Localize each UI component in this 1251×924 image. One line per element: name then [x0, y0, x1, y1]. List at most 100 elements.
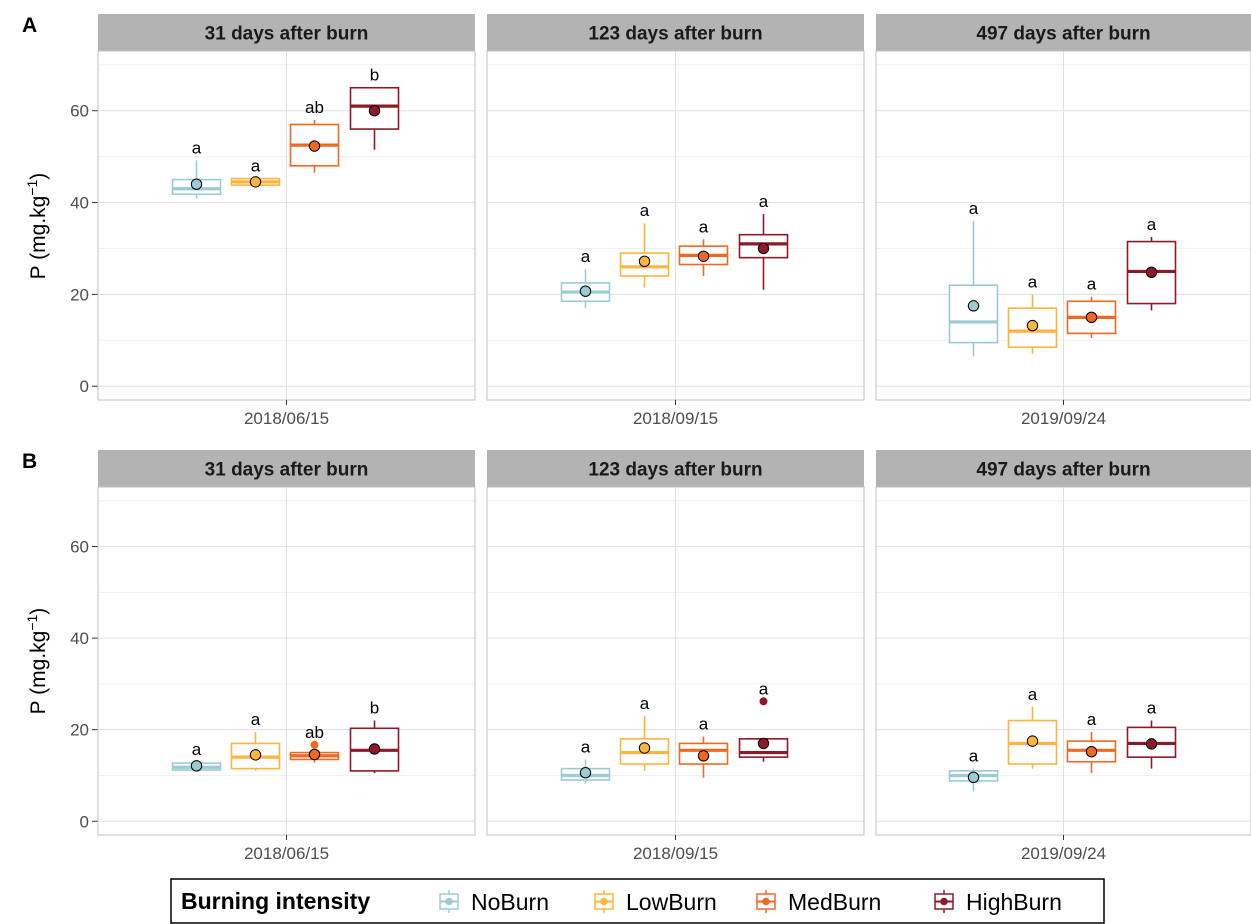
y-tick-label: 20 [70, 285, 89, 304]
mean-point [1145, 266, 1158, 279]
legend-key-noburn: NoBurn [439, 889, 549, 915]
x-tick-label: 2019/09/24 [1021, 844, 1106, 863]
box-highburn: a [738, 192, 789, 290]
legend-label: NoBurn [471, 889, 549, 915]
box-noburn: a [171, 740, 222, 772]
facet-title: 497 days after burn [976, 24, 1150, 45]
facet-strip [876, 450, 1251, 487]
panel-tag: A [22, 14, 37, 37]
mean-point [1145, 738, 1158, 750]
mean-point [757, 737, 770, 750]
box-iqr [948, 284, 999, 344]
x-tick-label: 2018/06/15 [244, 409, 329, 428]
y-tick-label: 60 [70, 102, 89, 121]
mean-point [368, 743, 381, 755]
significance-letter: b [370, 66, 379, 85]
legend-key-medburn: MedBurn [756, 889, 881, 915]
mean-point [190, 760, 203, 772]
box-noburn: a [948, 199, 999, 357]
outlier-point [310, 740, 319, 749]
significance-letter: a [581, 247, 591, 266]
panel-tag: B [22, 450, 37, 473]
legend-key-point [762, 897, 770, 906]
mean-point [638, 742, 651, 754]
mean-point [249, 749, 262, 761]
significance-letter: a [1087, 710, 1097, 729]
mean-point [1085, 311, 1098, 324]
y-axis-label: P (mg.kg−1) [24, 608, 50, 715]
box-lowburn: a [1007, 272, 1058, 355]
box-noburn: a [560, 737, 611, 784]
significance-letter: a [1087, 275, 1097, 294]
mean-point [308, 748, 321, 761]
mean-point [579, 285, 592, 297]
box-medburn: a [1066, 710, 1117, 774]
significance-letter: a [1028, 272, 1038, 291]
mean-point [757, 242, 770, 255]
x-tick-label: 2018/06/15 [244, 844, 329, 863]
y-tick-label: 40 [70, 629, 89, 648]
mean-point [368, 104, 381, 117]
facet-strip [487, 450, 864, 487]
significance-letter: a [581, 737, 591, 756]
legend: Burning intensity NoBurn LowBurn MedBurn Hig… [170, 878, 1105, 924]
significance-letter: a [759, 679, 769, 698]
significance-letter: a [699, 217, 709, 236]
x-tick-label: 2018/09/15 [633, 844, 718, 863]
legend-key-highburn: HighBurn [934, 889, 1062, 915]
facet-title: 123 days after burn [588, 24, 762, 45]
mean-point [967, 771, 980, 784]
box-iqr [349, 86, 400, 130]
box-medburn: a [1066, 275, 1117, 339]
x-tick-label: 2019/09/24 [1021, 409, 1106, 428]
box-highburn: a [1126, 699, 1177, 769]
facet-title: 31 days after burn [205, 460, 369, 481]
y-tick-label: 40 [70, 194, 89, 213]
mean-point [249, 176, 262, 188]
significance-letter: a [192, 740, 202, 759]
legend-label: HighBurn [966, 889, 1062, 915]
mean-point [697, 250, 710, 262]
legend-label: LowBurn [626, 889, 717, 915]
significance-letter: a [251, 157, 261, 176]
y-tick-label: 60 [70, 538, 89, 557]
box-highburn: a [1126, 215, 1177, 311]
facet-title: 123 days after burn [588, 460, 762, 481]
box-highburn: a [738, 679, 789, 762]
x-tick-label: 2018/09/15 [633, 409, 718, 428]
mean-point [190, 178, 203, 190]
significance-letter: a [699, 715, 709, 734]
box-lowburn: a [1007, 685, 1058, 769]
mean-point [308, 140, 321, 152]
facet-strip [876, 14, 1251, 51]
legend-label: MedBurn [788, 889, 881, 915]
legend-key-point [445, 897, 453, 906]
box-lowburn: a [230, 157, 281, 188]
significance-letter: a [640, 201, 650, 220]
box-lowburn: a [230, 710, 281, 771]
mean-point [1026, 319, 1039, 332]
legend-key-point [600, 897, 608, 906]
box-medburn: ab [289, 98, 340, 173]
significance-letter: ab [305, 723, 324, 742]
facet-strip [487, 14, 864, 51]
legend-key-point [940, 897, 948, 906]
significance-letter: a [969, 747, 979, 766]
significance-letter: a [969, 199, 979, 218]
outlier-point [759, 697, 768, 706]
mean-point [638, 255, 651, 268]
significance-letter: a [1147, 215, 1157, 234]
significance-letter: a [1147, 699, 1157, 718]
mean-point [1026, 735, 1039, 747]
box-noburn: a [948, 747, 999, 792]
mean-point [579, 767, 592, 779]
y-tick-label: 20 [70, 721, 89, 740]
significance-letter: a [192, 138, 202, 157]
mean-point [697, 750, 710, 762]
box-medburn: ab [289, 723, 340, 763]
box-medburn: a [678, 715, 729, 778]
significance-letter: ab [305, 98, 324, 117]
significance-letter: a [251, 710, 261, 729]
y-tick-label: 0 [80, 812, 89, 831]
